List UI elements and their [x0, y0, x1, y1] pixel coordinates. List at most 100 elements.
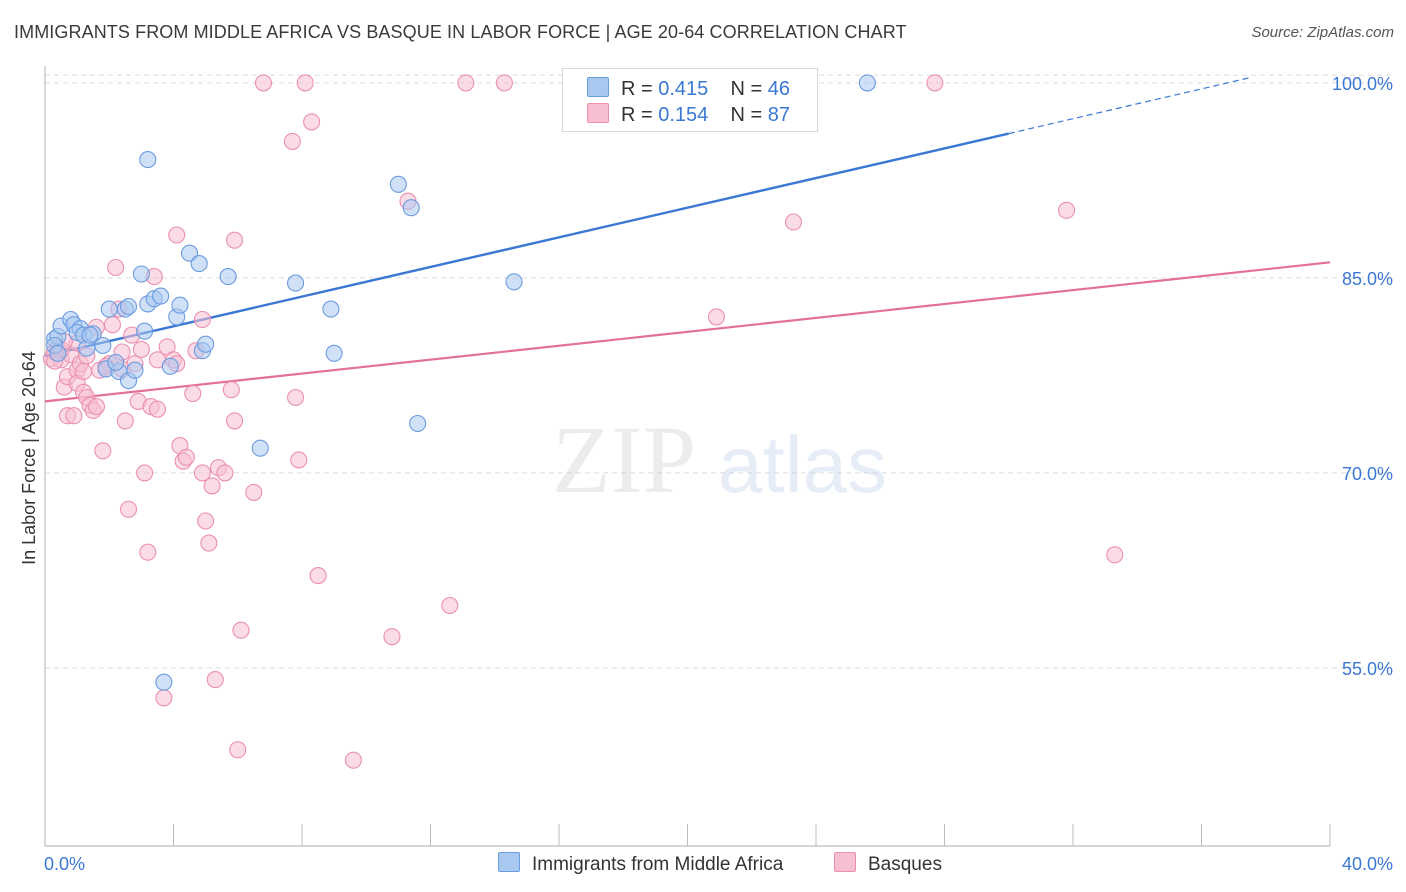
- legend-item-middle-africa: Immigrants from Middle Africa: [498, 852, 783, 876]
- point-middle-africa: [409, 414, 427, 433]
- point-basques: [303, 113, 321, 131]
- point-basques: [193, 310, 211, 329]
- point-middle-africa: [132, 265, 150, 283]
- point-middle-africa: [251, 439, 269, 457]
- legend-r-value: 0.154: [658, 104, 709, 126]
- point-basques: [245, 483, 263, 501]
- point-basques: [290, 451, 308, 469]
- point-middle-africa: [155, 673, 173, 691]
- legend-n-value: 87: [767, 104, 791, 126]
- trend-line-basques: [44, 261, 1331, 403]
- y-tick-label: 55.0%: [1342, 659, 1393, 679]
- axes: [44, 66, 1331, 847]
- point-middle-africa: [190, 255, 208, 273]
- point-basques: [203, 477, 221, 495]
- point-middle-africa: [322, 300, 340, 318]
- point-basques: [309, 567, 327, 585]
- legend-swatch-blue: [498, 852, 520, 872]
- point-middle-africa: [171, 296, 189, 314]
- x-tick-label: 40.0%: [1342, 854, 1393, 874]
- point-middle-africa: [152, 287, 170, 305]
- legend-n-label: N =: [730, 78, 763, 100]
- legend-row-blue: R = 0.415 N = 46: [587, 77, 790, 101]
- point-basques: [254, 74, 273, 92]
- point-middle-africa: [389, 175, 407, 193]
- point-middle-africa: [136, 322, 154, 340]
- point-basques: [155, 689, 173, 707]
- trend-line-middle-africa-extension: [1008, 77, 1250, 135]
- point-basques: [225, 231, 244, 249]
- point-basques: [107, 258, 125, 277]
- point-middle-africa: [49, 344, 67, 362]
- legend-item-basques: Basques: [834, 852, 942, 876]
- watermark-zip: ZIP: [552, 406, 696, 513]
- point-basques: [193, 464, 211, 482]
- point-basques: [457, 74, 475, 92]
- legend-n-label: N =: [730, 104, 763, 126]
- legend-row-pink: R = 0.154 N = 87: [587, 103, 790, 127]
- point-basques: [75, 362, 93, 381]
- point-basques: [232, 621, 250, 639]
- point-basques: [94, 442, 112, 460]
- legend-swatch-pink: [834, 852, 856, 872]
- point-basques: [216, 464, 234, 482]
- y-tick-label: 85.0%: [1342, 269, 1393, 289]
- correlation-legend: R = 0.415 N = 46 R = 0.154 N = 87: [562, 68, 818, 132]
- point-middle-africa: [100, 300, 118, 318]
- point-middle-africa: [126, 361, 144, 379]
- legend-swatch-blue: [587, 77, 609, 97]
- point-basques: [136, 464, 154, 482]
- legend-r-label: R =: [621, 78, 653, 100]
- watermark: ZIP atlas: [552, 406, 887, 513]
- point-basques: [344, 751, 362, 769]
- point-basques: [495, 74, 513, 92]
- source-credit: Source: ZipAtlas.com: [1251, 24, 1394, 41]
- point-basques: [784, 213, 803, 231]
- legend-label: Basques: [868, 854, 942, 875]
- point-basques: [225, 412, 244, 430]
- point-basques: [1106, 546, 1124, 564]
- point-basques: [197, 512, 215, 530]
- point-basques: [441, 596, 459, 615]
- point-basques: [65, 407, 83, 425]
- point-basques: [283, 132, 301, 150]
- legend-label: Immigrants from Middle Africa: [532, 854, 784, 875]
- y-tick-label: 100.0%: [1332, 74, 1393, 94]
- point-middle-africa: [325, 344, 343, 362]
- point-basques: [148, 400, 166, 418]
- point-basques: [139, 543, 157, 561]
- point-basques: [287, 388, 305, 407]
- point-basques: [206, 671, 224, 689]
- point-basques: [926, 74, 944, 92]
- point-middle-africa: [197, 335, 215, 353]
- point-basques: [103, 316, 122, 334]
- point-basques: [229, 741, 247, 759]
- tick-labels: 55.0% 70.0% 85.0% 100.0% 0.0% 40.0%: [44, 74, 1393, 874]
- point-middle-africa: [161, 357, 179, 375]
- point-basques: [222, 381, 240, 399]
- point-basques: [296, 74, 314, 92]
- grid-lines: [45, 74, 1392, 669]
- x-tick-label: 0.0%: [44, 854, 85, 874]
- point-middle-africa: [94, 336, 112, 355]
- point-middle-africa: [107, 353, 125, 371]
- point-basques: [707, 308, 725, 326]
- point-middle-africa: [858, 74, 876, 92]
- point-basques: [184, 385, 202, 403]
- point-basques: [116, 412, 134, 430]
- watermark-atlas: atlas: [718, 420, 887, 509]
- legend-n-value: 46: [767, 78, 791, 100]
- point-basques: [132, 340, 150, 358]
- data-points: [42, 74, 1124, 769]
- point-middle-africa: [139, 151, 157, 169]
- point-basques: [119, 500, 138, 518]
- point-basques: [200, 534, 218, 552]
- point-middle-africa: [81, 326, 99, 344]
- point-basques: [87, 398, 105, 416]
- point-middle-africa: [505, 273, 523, 291]
- point-basques: [383, 628, 401, 646]
- point-middle-africa: [119, 297, 138, 316]
- point-middle-africa: [219, 268, 237, 286]
- legend-r-value: 0.415: [658, 78, 709, 100]
